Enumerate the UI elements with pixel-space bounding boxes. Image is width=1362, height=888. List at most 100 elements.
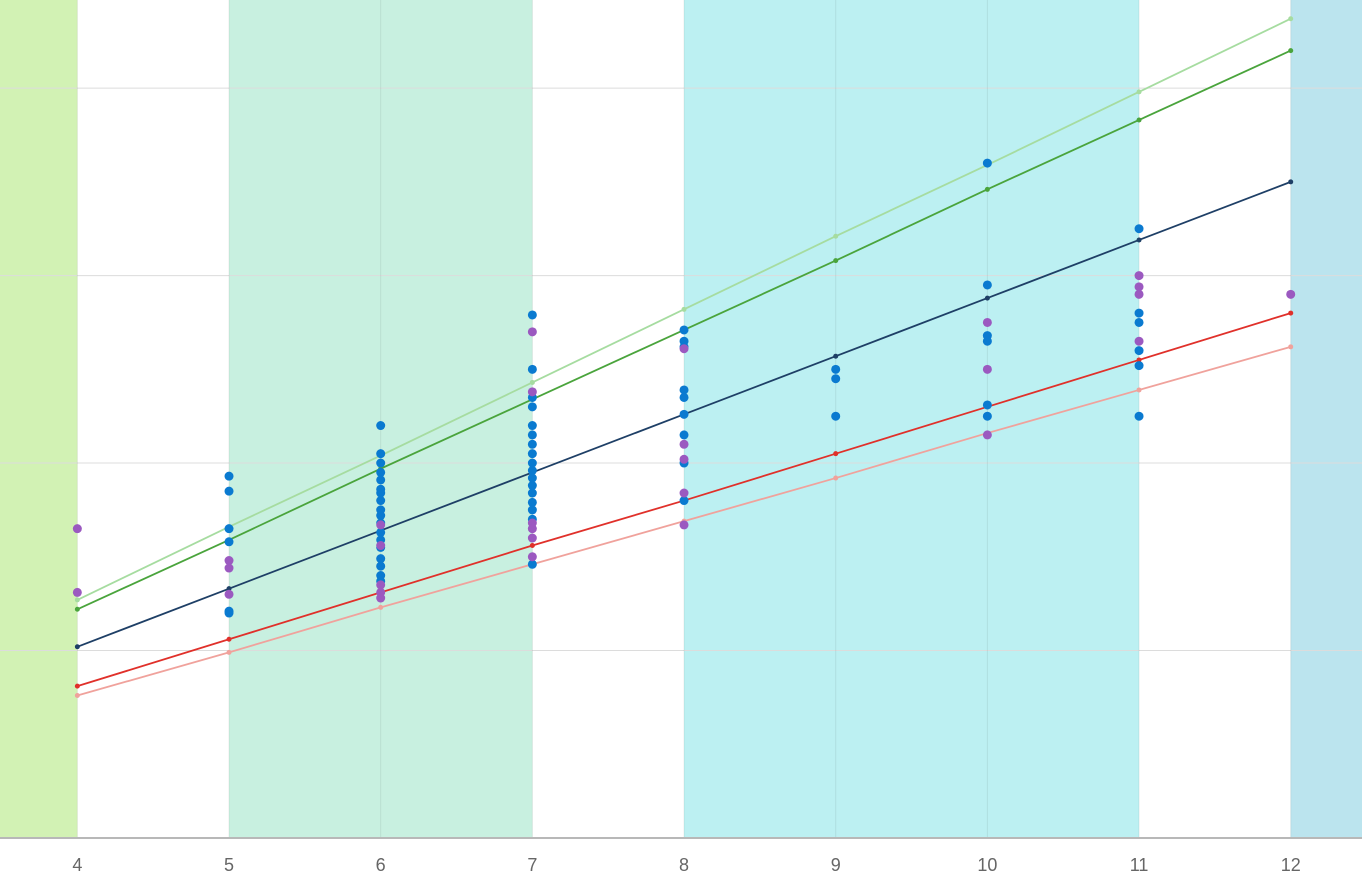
line-point [1136,357,1142,363]
scatter-point [679,439,689,449]
line-point [74,693,80,699]
scatter-point [982,411,992,421]
line-point [833,353,839,359]
line-point [833,258,839,264]
scatter-point [527,473,537,483]
scatter-point [1286,289,1296,299]
line-point [1288,344,1294,350]
scatter-point [679,496,689,506]
scatter-point [224,608,234,618]
scatter-point [224,471,234,481]
scatter-point [527,552,537,562]
line-point [833,451,839,457]
scatter-point [527,497,537,507]
scatter-point [679,488,689,498]
scatter-point [527,387,537,397]
band [684,0,1140,838]
scatter-point [982,317,992,327]
scatter-point [376,580,386,590]
x-tick-label: 5 [224,855,234,875]
scatter-point [527,488,537,498]
scatter-point [376,511,386,521]
line-point [1136,237,1142,243]
x-tick-label: 8 [679,855,689,875]
scatter-point [527,439,537,449]
scatter-point [376,554,386,564]
band [0,0,78,838]
scatter-point [224,524,234,534]
x-tick-label: 10 [977,855,997,875]
scatter-point [527,466,537,476]
scatter-point [982,364,992,374]
scatter-point [679,385,689,395]
line-point [226,649,232,655]
scatter-point [527,364,537,374]
scatter-point [1134,317,1144,327]
line-point [74,597,80,603]
scatter-point [527,505,537,515]
scatter-point [376,520,386,530]
line-point [74,644,80,650]
scatter-point [679,430,689,440]
line-point [529,543,535,549]
x-tick-label: 12 [1281,855,1301,875]
x-tick-label: 4 [72,855,82,875]
scatter-point [1134,411,1144,421]
line-point [529,379,535,385]
scatter-point [679,392,689,402]
scatter-point [376,593,386,603]
scatter-point [527,559,537,569]
scatter-point [72,524,82,534]
scatter-point [679,325,689,335]
scatter-point [1134,336,1144,346]
scatter-point [527,524,537,534]
line-point [1136,117,1142,123]
line-point [1136,89,1142,95]
scatter-point [982,430,992,440]
scatter-point [224,563,234,573]
scatter-point [376,449,386,459]
scatter-point [982,336,992,346]
x-tick-label: 7 [527,855,537,875]
scatter-point [1134,361,1144,371]
scatter-point [224,537,234,547]
line-point [1288,179,1294,185]
line-point [1288,16,1294,22]
scatter-point [982,400,992,410]
band [229,0,533,838]
band [1290,0,1362,838]
scatter-point [1134,308,1144,318]
scatter-point [982,158,992,168]
scatter-point [527,310,537,320]
scatter-point [376,421,386,431]
scatter-point [72,587,82,597]
scatter-point [527,533,537,543]
scatter-point [224,556,234,566]
scatter-point [831,411,841,421]
line-point [833,233,839,239]
line-point [226,636,232,642]
scatter-point [224,486,234,496]
scatter-point [831,364,841,374]
x-tick-label: 6 [376,855,386,875]
scatter-point [527,327,537,337]
line-point [833,475,839,481]
scatter-point [831,374,841,384]
scatter-point [376,496,386,506]
scatter-point [376,527,386,537]
scatter-point [1134,282,1144,292]
scatter-point [1134,224,1144,234]
scatter-point [527,481,537,491]
line-point [984,186,990,192]
line-point [984,295,990,301]
scatter-point [527,421,537,431]
scatter-point [376,488,386,498]
scatter-point [527,402,537,412]
scatter-point [376,475,386,485]
scatter-point [679,344,689,354]
line-point [681,306,687,312]
scatter-point [679,520,689,530]
scatter-point [527,458,537,468]
line-point [1136,387,1142,393]
line-point [1288,310,1294,316]
